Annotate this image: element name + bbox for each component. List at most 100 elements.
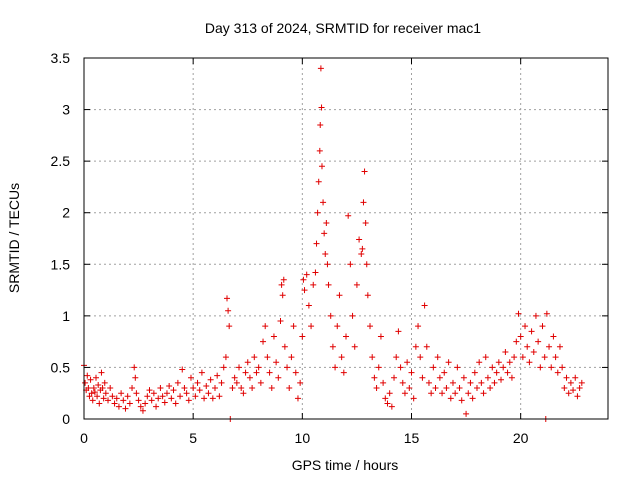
data-point: [251, 354, 258, 361]
y-tick-label: 1: [62, 308, 70, 324]
data-point: [226, 323, 233, 330]
data-point: [86, 393, 93, 400]
data-point: [183, 390, 190, 397]
data-point: [170, 387, 177, 394]
data-point: [324, 261, 331, 268]
data-point: [268, 385, 275, 392]
data-point: [412, 343, 419, 350]
data-point: [238, 385, 245, 392]
data-point: [550, 333, 557, 340]
data-point: [393, 354, 400, 361]
data-point: [124, 393, 131, 400]
data-point: [489, 364, 496, 371]
data-point: [546, 343, 553, 350]
data-point: [467, 379, 474, 386]
data-point: [559, 364, 566, 371]
data-point: [508, 374, 515, 381]
data-point: [552, 354, 559, 361]
data-point: [408, 369, 415, 376]
data-point: [425, 379, 432, 386]
data-point: [506, 359, 513, 366]
data-point: [216, 393, 223, 400]
data-point: [299, 333, 306, 340]
data-point: [181, 385, 188, 392]
data-point: [159, 393, 166, 400]
data-point: [286, 385, 293, 392]
data-point: [535, 338, 542, 345]
data-point: [456, 385, 463, 392]
data-point: [135, 397, 142, 404]
data-point: [415, 323, 422, 330]
data-point: [94, 393, 101, 400]
data-point: [264, 354, 271, 361]
data-point: [541, 354, 548, 361]
data-point: [132, 374, 139, 381]
data-point: [445, 359, 452, 366]
data-point: [567, 379, 574, 386]
data-point: [377, 333, 384, 340]
data-point: [317, 65, 324, 72]
data-point: [192, 393, 199, 400]
data-point: [578, 379, 585, 386]
data-point: [91, 389, 98, 396]
data-point: [137, 403, 144, 410]
data-point: [305, 302, 312, 309]
data-point: [343, 333, 349, 340]
x-tick-label: 10: [295, 430, 311, 446]
data-point: [449, 379, 456, 386]
data-point: [244, 359, 251, 366]
axis-ticks: 0 0.5 1 1.5 2 2.5 3 3.5 0 5 10 15 20: [51, 50, 608, 446]
x-tick-label: 20: [513, 430, 529, 446]
data-point: [266, 369, 273, 376]
data-point: [434, 354, 441, 361]
data-point: [166, 382, 173, 389]
data-point: [82, 379, 89, 386]
data-point: [220, 364, 227, 371]
data-point: [478, 379, 485, 386]
data-point: [484, 374, 491, 381]
data-point: [260, 338, 267, 345]
data-point: [410, 395, 417, 402]
data-point: [502, 348, 509, 355]
data-point: [522, 323, 529, 330]
data-point: [144, 393, 151, 400]
data-point: [371, 374, 378, 381]
data-point: [565, 390, 572, 397]
data-point: [347, 261, 354, 268]
data-point: [318, 104, 325, 111]
data-point: [463, 410, 470, 417]
data-point: [380, 379, 387, 386]
data-point: [313, 240, 320, 247]
data-point: [131, 364, 138, 371]
data-point: [526, 359, 533, 366]
data-point: [397, 364, 404, 371]
data-point: [115, 403, 122, 410]
data-point: [277, 318, 284, 325]
data-point: [93, 374, 100, 381]
data-point: [543, 310, 550, 317]
data-point: [100, 395, 107, 402]
data-point: [249, 385, 256, 392]
x-tick-label: 0: [80, 430, 88, 446]
data-point: [351, 343, 358, 350]
y-tick-label: 3.5: [51, 50, 71, 66]
data-point: [441, 369, 448, 376]
data-point: [214, 372, 221, 379]
data-point: [236, 364, 243, 371]
data-point: [231, 374, 238, 381]
data-point: [190, 385, 197, 392]
data-point: [460, 374, 467, 381]
data-point: [172, 400, 179, 407]
data-point: [428, 390, 435, 397]
data-point: [515, 310, 522, 317]
data-point: [359, 245, 366, 252]
data-point: [194, 379, 201, 386]
y-tick-label: 1.5: [51, 256, 71, 272]
x-axis-label: GPS time / hours: [292, 457, 399, 473]
data-point: [495, 359, 502, 366]
data-point: [262, 323, 269, 330]
data-point: [524, 343, 531, 350]
x-tick-label: 5: [189, 430, 197, 446]
data-point: [88, 390, 95, 397]
